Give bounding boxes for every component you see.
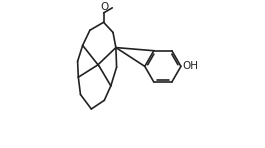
Text: OH: OH <box>183 61 199 71</box>
Text: O: O <box>100 2 108 12</box>
